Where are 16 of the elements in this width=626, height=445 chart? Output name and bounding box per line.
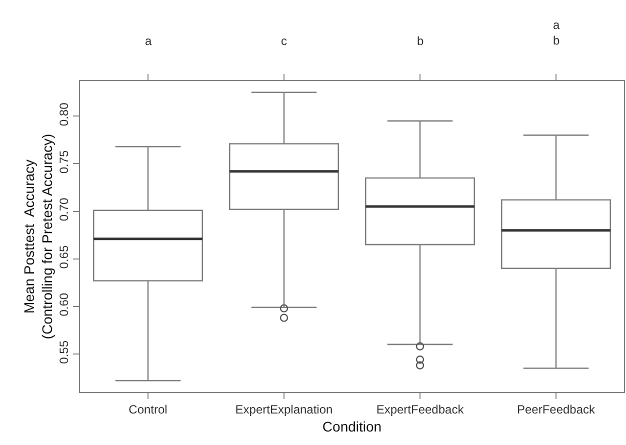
y-tick-label: 0.80: [57, 102, 72, 126]
text: a: [145, 34, 152, 48]
y-tick-label: 0.65: [57, 245, 72, 269]
y-tick-label: 0.60: [57, 292, 72, 316]
text: b: [417, 34, 424, 48]
y-tick-label: 0.55: [57, 340, 72, 364]
x-axis-title: Condition: [322, 418, 382, 435]
y-axis-title: Mean Posttest Accuracy (Controlling for Pretest Accuracy): [21, 134, 56, 340]
x-tick-label: PeerFeedback: [516, 402, 596, 416]
y-tick-label: 0.70: [57, 198, 72, 222]
x-tick-label: ExpertFeedback: [376, 402, 465, 416]
text: a b: [553, 18, 560, 48]
x-tick-label: Control: [128, 402, 168, 416]
text: c: [281, 34, 287, 48]
x-tick-label: ExpertExplanation: [235, 402, 333, 416]
y-tick-label: 0.75: [57, 150, 72, 174]
